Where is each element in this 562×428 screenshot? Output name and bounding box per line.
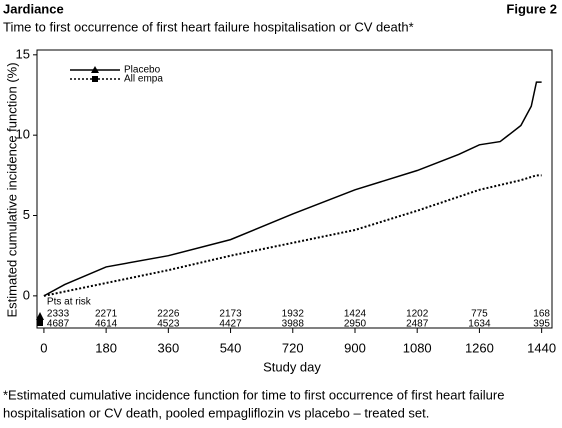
at-risk-count: 4614 (95, 319, 118, 330)
at-risk-count: 168 (533, 309, 550, 320)
brand: Jardiance (3, 1, 64, 16)
risk-marker (36, 312, 44, 320)
y-tick-label: 15 (16, 46, 30, 61)
at-risk-count: 4427 (219, 319, 242, 330)
y-tick-label: 10 (16, 127, 30, 142)
y-axis-label: Estimated cumulative incidence function … (4, 62, 19, 317)
x-tick-label: 180 (95, 340, 117, 355)
legend-marker (92, 76, 98, 82)
y-tick-label: 5 (23, 207, 30, 222)
at-risk-count: 775 (471, 309, 488, 320)
at-risk-count: 395 (533, 319, 550, 330)
at-risk-count: 2271 (95, 309, 118, 320)
at-risk-label: Pts at risk (47, 297, 92, 308)
legend-label: All empa (124, 74, 163, 85)
at-risk-count: 2226 (157, 309, 180, 320)
chart-title: Time to first occurrence of first heart … (3, 19, 414, 34)
at-risk-count: 1202 (406, 309, 429, 320)
at-risk-count: 1932 (282, 309, 305, 320)
risk-marker (37, 320, 43, 326)
x-tick-label: 540 (220, 340, 242, 355)
figure-label: Figure 2 (506, 1, 557, 16)
at-risk-count: 3988 (282, 319, 305, 330)
at-risk-count: 2333 (47, 309, 70, 320)
x-tick-label: 0 (40, 340, 47, 355)
x-tick-label: 1440 (527, 340, 556, 355)
at-risk-count: 2173 (219, 309, 242, 320)
legend-label: Placebo (124, 65, 161, 76)
at-risk-count: 1424 (344, 309, 367, 320)
x-tick-label: 720 (282, 340, 304, 355)
x-tick-label: 360 (157, 340, 179, 355)
footnote: hospitalisation or CV death, pooled empa… (3, 405, 429, 420)
plot-frame (36, 49, 553, 329)
at-risk-count: 2950 (344, 319, 367, 330)
legend-marker (91, 66, 99, 73)
x-tick-label: 1260 (465, 340, 494, 355)
x-tick-label: 900 (344, 340, 366, 355)
at-risk-count: 1634 (468, 319, 491, 330)
footnote: *Estimated cumulative incidence function… (3, 387, 504, 402)
x-axis-label: Study day (263, 359, 321, 374)
y-tick-label: 0 (23, 287, 30, 302)
x-tick-label: 1080 (403, 340, 432, 355)
at-risk-count: 2487 (406, 319, 429, 330)
series-line (43, 81, 542, 297)
series-line (43, 174, 542, 297)
at-risk-count: 4523 (157, 319, 180, 330)
at-risk-count: 4687 (47, 319, 70, 330)
